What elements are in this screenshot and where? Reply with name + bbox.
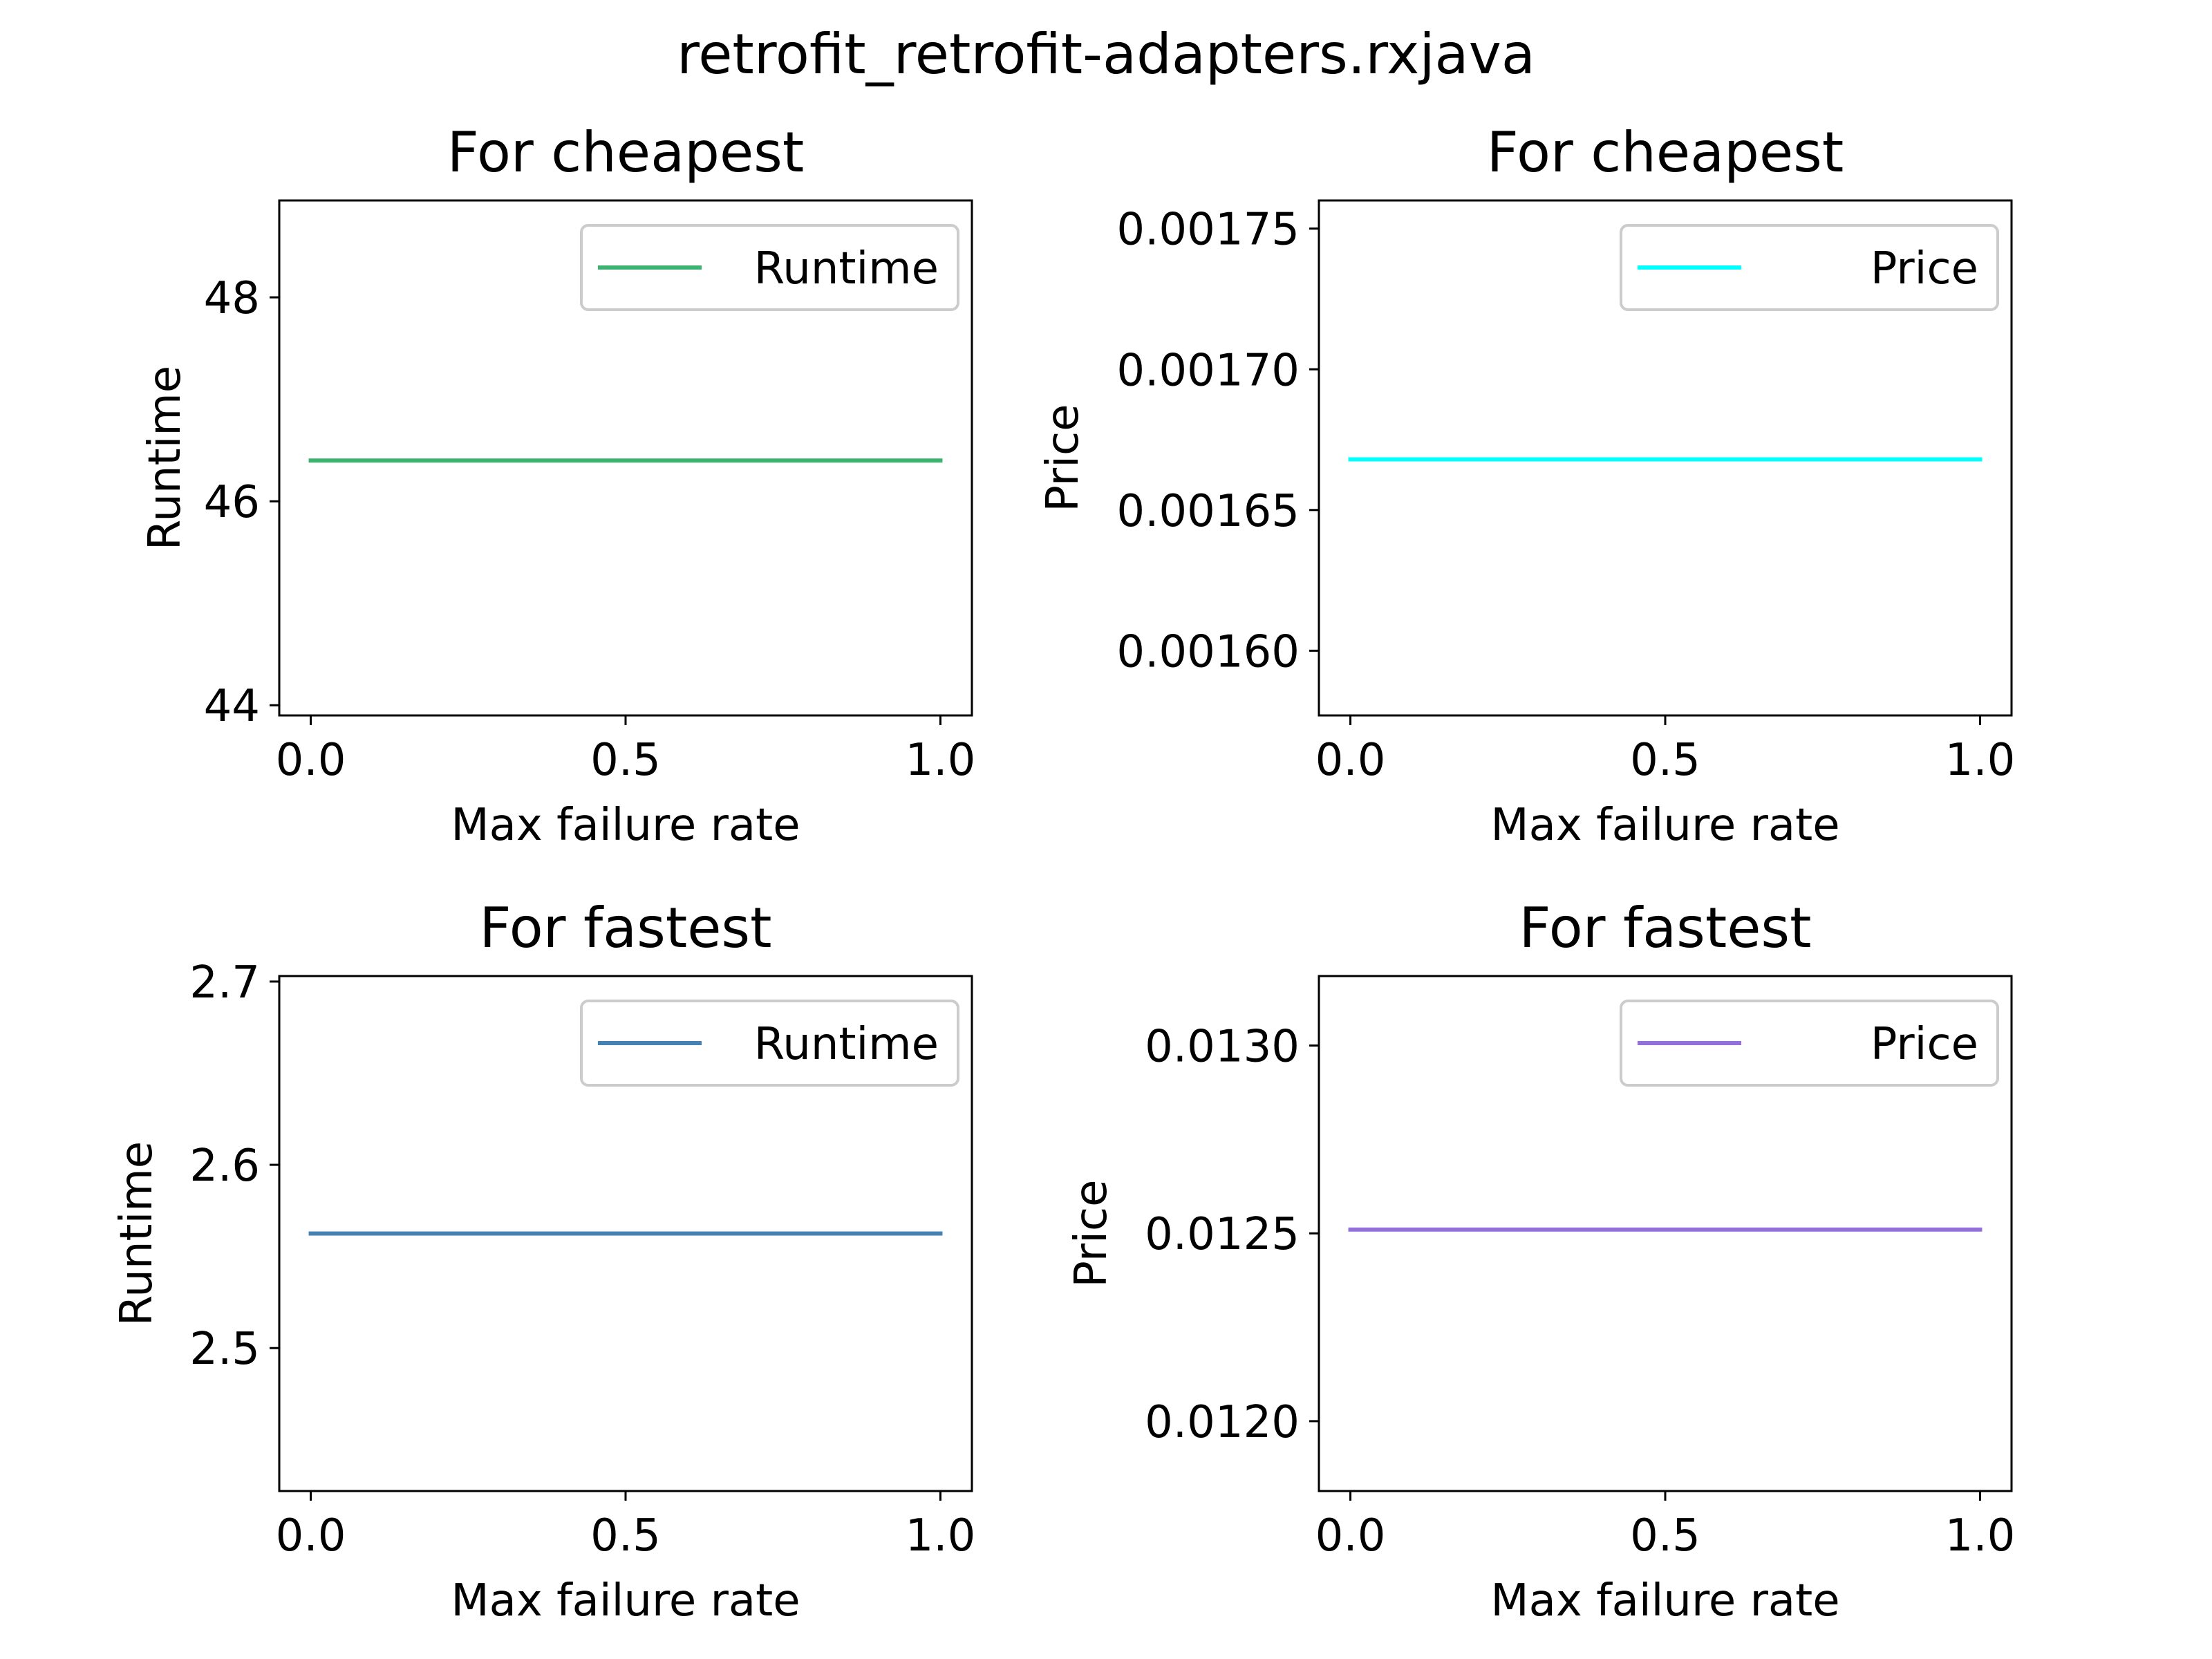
chart-2-xtick-label: 1.0 (1945, 735, 2016, 786)
chart-4-legend-label: Price (1871, 1019, 1978, 1070)
chart-4-xlabel: Max failure rate (1490, 1575, 1839, 1627)
chart-2-legend-label: Price (1871, 243, 1978, 294)
chart-4-ytick-label: 0.0120 (1145, 1397, 1300, 1448)
chart-4-frame (1318, 975, 2013, 1492)
chart-3-ytick-label: 2.7 (189, 957, 260, 1009)
chart-4-xtick-label: 1.0 (1945, 1510, 2016, 1562)
chart-1: For cheapest 0.0 0.5 1.0 44 46 48 Max failure r… (140, 120, 975, 851)
chart-2-xlabel: Max failure rate (1490, 800, 1839, 851)
chart-1-title: For cheapest (447, 120, 804, 185)
chart-4-title: For fastest (1519, 896, 1812, 960)
chart-3-xtick-label: 1.0 (906, 1510, 976, 1562)
chart-4-ylabel: Price (1066, 1179, 1117, 1287)
chart-2-xtick-label: 0.5 (1630, 735, 1700, 786)
chart-4: For fastest 0.0 0.5 1.0 0.0120 0.0125 0.0130 Ma… (1066, 896, 2015, 1627)
chart-3-xtick-label: 0.5 (590, 1510, 661, 1562)
chart-3-xtick-label: 0.0 (276, 1510, 346, 1562)
chart-3-xlabel: Max failure rate (451, 1575, 800, 1627)
chart-3-legend-box (580, 1000, 959, 1087)
chart-2-title: For cheapest (1487, 120, 1844, 185)
chart-2-frame (1318, 199, 2013, 717)
chart-3-ytick-label: 2.5 (189, 1324, 260, 1375)
chart-4-ytick-label: 0.0125 (1145, 1209, 1300, 1260)
chart-2-ytick-label: 0.00170 (1116, 345, 1300, 396)
chart-1-ytick-label: 48 (204, 273, 260, 324)
chart-2-xtick-label: 0.0 (1315, 735, 1386, 786)
chart-4-ytick-label: 0.0130 (1145, 1022, 1300, 1073)
subplot-grid: For cheapest 0.0 0.5 1.0 44 46 48 Max failure r… (111, 120, 2015, 1627)
chart-4-xtick-label: 0.0 (1315, 1510, 1386, 1562)
chart-1-ytick-label: 44 (204, 681, 260, 732)
chart-2: For cheapest 0.0 0.5 1.0 0.00160 0.00165 0.001… (1038, 120, 2015, 851)
chart-2-ylabel: Price (1038, 404, 1089, 512)
chart-3: For fastest 0.0 0.5 1.0 2.5 2.6 2.7 Max failure… (111, 896, 975, 1627)
chart-3-legend-label: Runtime (754, 1019, 939, 1070)
chart-1-legend-label: Runtime (754, 243, 939, 294)
chart-2-legend: Price (1620, 224, 1999, 311)
chart-3-legend: Runtime (580, 1000, 959, 1087)
chart-1-frame (278, 199, 973, 717)
figure-suptitle: retrofit_retrofit-adapters.rxjava (677, 22, 1535, 86)
chart-1-legend-box (580, 224, 959, 311)
chart-1-ylabel: Runtime (140, 366, 191, 550)
chart-1-xlabel: Max failure rate (451, 800, 800, 851)
chart-2-ytick-label: 0.00165 (1116, 486, 1300, 537)
chart-1-ytick-label: 46 (204, 477, 260, 528)
chart-1-xtick-label: 0.5 (590, 735, 661, 786)
chart-2-legend-box (1620, 224, 1999, 311)
chart-1-xtick-label: 1.0 (906, 735, 976, 786)
chart-3-frame (278, 975, 973, 1492)
chart-2-ytick-label: 0.00160 (1116, 626, 1300, 677)
chart-4-xtick-label: 0.5 (1630, 1510, 1700, 1562)
chart-3-ytick-label: 2.6 (189, 1141, 260, 1192)
chart-1-legend: Runtime (580, 224, 959, 311)
chart-4-legend-box (1620, 1000, 1999, 1087)
chart-3-ylabel: Runtime (111, 1141, 162, 1326)
chart-3-title: For fastest (480, 896, 772, 960)
chart-2-ytick-label: 0.00175 (1116, 205, 1300, 256)
chart-4-legend: Price (1620, 1000, 1999, 1087)
chart-1-xtick-label: 0.0 (276, 735, 346, 786)
